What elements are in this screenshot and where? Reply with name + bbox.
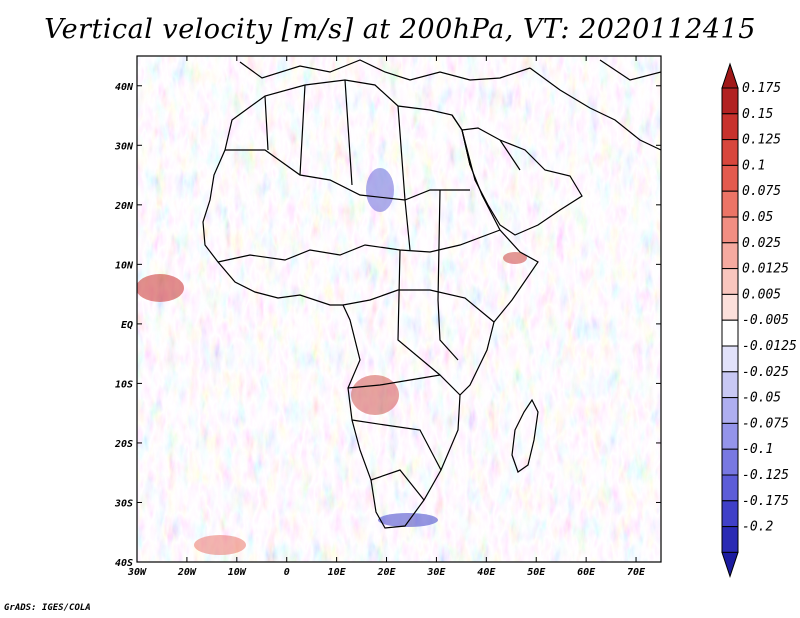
lat-tick-label: 20S bbox=[114, 439, 133, 450]
grads-credit: GrADS: IGES/COLA bbox=[4, 603, 91, 613]
lat-tick-label: 10S bbox=[115, 379, 133, 390]
colorbar: 0.175 0.15 0.125 0.1 0.075 0.05 0.025 0.0125 0.0… bbox=[721, 62, 797, 578]
lat-tick-label: 30S bbox=[114, 498, 133, 509]
lon-tick-label: 30W bbox=[127, 567, 147, 578]
colorbar-label: 0.05 bbox=[742, 210, 773, 225]
lat-tick-label: 40S bbox=[115, 558, 133, 569]
colorbar-label: 0.0125 bbox=[742, 262, 789, 277]
colorbar-swatch bbox=[721, 422, 739, 450]
lon-tick-label: 10E bbox=[328, 567, 347, 578]
lat-tick-label: EQ bbox=[121, 320, 133, 331]
colorbar-swatch bbox=[721, 139, 739, 166]
lon-tick-label: 30E bbox=[426, 567, 446, 578]
colorbar-label: -0.005 bbox=[742, 313, 789, 328]
map-title: Vertical velocity [m/s] at 200hPa, VT: 2… bbox=[44, 14, 756, 45]
lon-tick-label: 20E bbox=[376, 567, 396, 578]
colorbar-label: -0.0125 bbox=[742, 339, 797, 354]
colorbar-label: 0.15 bbox=[742, 107, 773, 122]
colorbar-label: 0.175 bbox=[742, 81, 781, 96]
lon-tick-label: 10W bbox=[228, 567, 247, 578]
colorbar-swatch bbox=[721, 113, 739, 141]
map-frame bbox=[136, 55, 662, 563]
colorbar-max-arrow bbox=[721, 62, 739, 89]
colorbar-swatch bbox=[721, 242, 739, 270]
colorbar-label: 0.075 bbox=[742, 184, 781, 199]
colorbar-label: -0.175 bbox=[742, 494, 789, 509]
colorbar-swatch bbox=[721, 268, 739, 295]
colorbar-swatch bbox=[721, 397, 739, 424]
lon-tick-label: 50E bbox=[527, 567, 546, 578]
lat-tick-label: 10N bbox=[115, 260, 134, 271]
colorbar-label: 0.1 bbox=[742, 158, 765, 173]
lat-tick-label: 30N bbox=[114, 141, 134, 152]
colorbar-swatch bbox=[721, 526, 739, 553]
colorbar-label: 0.125 bbox=[742, 133, 781, 148]
lon-tick-label: 70E bbox=[627, 567, 646, 578]
colorbar-label: 0.005 bbox=[742, 287, 781, 302]
lat-tick-label: 20N bbox=[114, 201, 134, 212]
colorbar-swatch bbox=[721, 293, 739, 321]
lon-tick-label: 20W bbox=[177, 567, 197, 578]
lat-tick-label: 40N bbox=[115, 82, 134, 93]
colorbar-label: 0.025 bbox=[742, 236, 781, 251]
colorbar-swatch bbox=[721, 500, 739, 528]
colorbar-label: -0.2 bbox=[742, 520, 773, 535]
colorbar-label: -0.125 bbox=[742, 468, 789, 483]
colorbar-swatch bbox=[721, 319, 739, 347]
colorbar-swatch bbox=[721, 164, 739, 192]
lon-tick-label: 0 bbox=[284, 567, 290, 578]
colorbar-label: -0.075 bbox=[742, 416, 789, 431]
coastlines-and-borders bbox=[202, 59, 661, 529]
lon-tick-label: 40E bbox=[477, 567, 496, 578]
colorbar-swatch bbox=[721, 87, 739, 115]
colorbar-swatch bbox=[721, 371, 739, 399]
colorbar-label: -0.025 bbox=[742, 365, 789, 380]
colorbar-swatch bbox=[721, 448, 739, 476]
colorbar-swatch bbox=[721, 474, 739, 502]
lon-tick-label: 60E bbox=[577, 567, 596, 578]
colorbar-label: -0.05 bbox=[742, 391, 781, 406]
colorbar-swatch bbox=[721, 216, 739, 244]
colorbar-swatch bbox=[721, 345, 739, 373]
colorbar-label: -0.1 bbox=[742, 442, 773, 457]
colorbar-min-arrow bbox=[721, 551, 739, 578]
colorbar-swatch bbox=[721, 190, 739, 218]
